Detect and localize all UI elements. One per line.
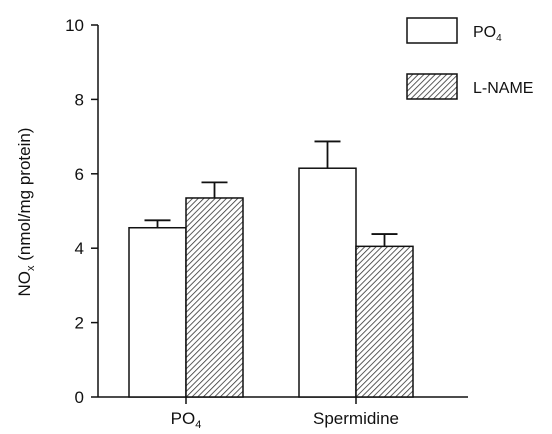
bars xyxy=(128,167,414,398)
legend-label-1: L-NAME xyxy=(473,80,533,97)
bar-treated-0 xyxy=(185,197,244,398)
bar-control-1 xyxy=(298,167,357,398)
y-tick-label: 8 xyxy=(75,90,84,109)
y-tick-label: 10 xyxy=(65,16,84,35)
legend-label-main: L-NAME xyxy=(473,80,533,97)
x-category-label-main: PO xyxy=(171,409,196,428)
bar-treated-1 xyxy=(355,245,414,398)
x-category-label: Spermidine xyxy=(313,409,399,428)
legend-label-sub: 4 xyxy=(496,33,502,44)
legend-label-main: PO xyxy=(473,24,496,41)
x-category-label-sub: 4 xyxy=(195,419,201,431)
legend-label-0: PO4 xyxy=(473,24,502,44)
legend: PO4 L-NAME xyxy=(406,17,533,100)
y-tick-label: 4 xyxy=(75,239,84,258)
error-bars xyxy=(144,140,398,247)
legend-swatch-1 xyxy=(406,73,458,100)
y-tick-label: 6 xyxy=(75,165,84,184)
y-tick-label: 0 xyxy=(75,388,84,407)
bar-control-0 xyxy=(128,226,187,398)
y-axis-label-sub: x xyxy=(25,265,37,271)
y-tick-label: 2 xyxy=(75,314,84,333)
legend-swatch-0 xyxy=(406,17,458,44)
x-axis xyxy=(98,396,468,404)
x-category-label: PO4 xyxy=(171,409,202,431)
y-axis: 0 2 4 6 8 10 xyxy=(65,16,99,407)
x-category-label-main: Spermidine xyxy=(313,409,399,428)
y-axis-label-rest: (nmol/mg protein) xyxy=(15,128,34,266)
x-axis-labels: PO4 Spermidine xyxy=(171,409,399,431)
y-axis-label: NOx (nmol/mg protein) xyxy=(15,128,37,297)
y-axis-label-main: NO xyxy=(15,271,34,297)
